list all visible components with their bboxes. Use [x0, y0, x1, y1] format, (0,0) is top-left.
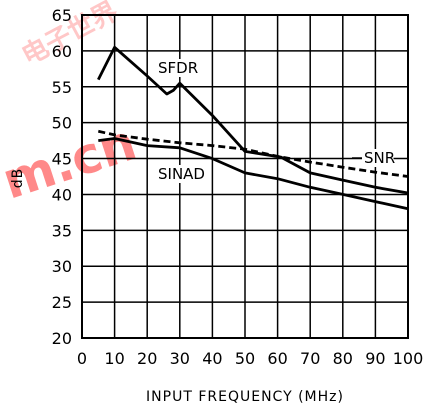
series-label-background	[156, 59, 198, 77]
y-tick-label: 50	[52, 114, 72, 133]
y-tick-label: 65	[52, 6, 72, 25]
tick-labels: 0 10 20 30 40 50 60 70 80 90 100 20 25 30 35 40 45 50 55 60…	[52, 6, 424, 368]
series-label-snr: SNR	[364, 149, 395, 167]
x-tick-label: 60	[267, 349, 287, 368]
x-tick-label: 10	[104, 349, 124, 368]
y-tick-label: 20	[52, 329, 72, 348]
y-tick-label: 35	[52, 221, 72, 240]
series-line-sinad	[98, 137, 409, 211]
y-tick-label: 60	[52, 42, 72, 61]
x-tick-label: 0	[77, 349, 87, 368]
y-tick-label: 25	[52, 293, 72, 312]
y-tick-label: 30	[52, 257, 72, 276]
series-label-background	[156, 165, 209, 183]
x-tick-label: 40	[202, 349, 222, 368]
x-tick-label: 90	[365, 349, 385, 368]
x-axis-title: INPUT FREQUENCY (MHz)	[146, 389, 344, 405]
series-label-sfdr: SFDR	[158, 59, 198, 77]
x-tick-label: 50	[235, 349, 255, 368]
series-label-sinad: SINAD	[158, 165, 205, 183]
series-label-background	[362, 149, 394, 167]
x-tick-label: 70	[300, 349, 320, 368]
series-lines	[97, 45, 409, 211]
x-tick-label: 30	[170, 349, 190, 368]
series-labels: SFDR SNR SINAD	[156, 59, 395, 183]
x-tick-label: 80	[333, 349, 353, 368]
x-tick-label: 100	[393, 349, 424, 368]
y-axis-title: dB	[10, 168, 26, 189]
x-tick-label: 20	[137, 349, 157, 368]
y-tick-label: 45	[52, 150, 72, 169]
y-tick-label: 40	[52, 185, 72, 204]
series-line-snr	[97, 129, 409, 178]
series-line-sfdr	[97, 45, 409, 195]
y-tick-label: 55	[52, 78, 72, 97]
